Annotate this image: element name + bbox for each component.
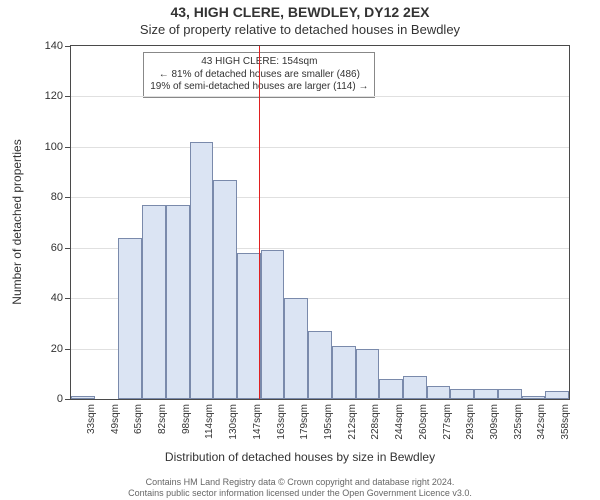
histogram-bar	[356, 349, 380, 399]
y-tick-label: 80	[51, 191, 63, 203]
x-tick-label: 260sqm	[418, 404, 429, 454]
gridline	[71, 96, 569, 97]
x-tick-label: 277sqm	[442, 404, 453, 454]
plot-area: 43 HIGH CLERE: 154sqm ← 81% of detached …	[70, 45, 570, 400]
x-tick-label: 358sqm	[560, 404, 571, 454]
x-tick-label: 228sqm	[370, 404, 381, 454]
subtitle: Size of property relative to detached ho…	[0, 22, 600, 37]
y-tick-label: 60	[51, 242, 63, 254]
footer-line1: Contains HM Land Registry data © Crown c…	[0, 477, 600, 487]
histogram-bar	[237, 253, 261, 399]
x-tick-label: 163sqm	[276, 404, 287, 454]
histogram-bar	[545, 391, 569, 399]
x-tick-label: 147sqm	[252, 404, 263, 454]
y-tick	[65, 298, 71, 299]
y-tick	[65, 197, 71, 198]
address-title: 43, HIGH CLERE, BEWDLEY, DY12 2EX	[0, 4, 600, 20]
histogram-bar	[118, 238, 142, 399]
y-tick	[65, 349, 71, 350]
y-tick	[65, 46, 71, 47]
y-tick	[65, 147, 71, 148]
x-tick-label: 309sqm	[489, 404, 500, 454]
histogram-bar	[450, 389, 474, 399]
footer-line2: Contains public sector information licen…	[0, 488, 600, 498]
x-axis-title: Distribution of detached houses by size …	[0, 450, 600, 464]
histogram-bar	[474, 389, 498, 399]
y-tick-label: 40	[51, 292, 63, 304]
histogram-bar	[71, 396, 95, 399]
y-tick-label: 120	[45, 90, 63, 102]
histogram-bar	[498, 389, 522, 399]
x-tick-label: 33sqm	[86, 404, 97, 454]
x-tick-label: 49sqm	[110, 404, 121, 454]
y-tick	[65, 96, 71, 97]
histogram-bar	[190, 142, 214, 399]
histogram-bar	[166, 205, 190, 399]
histogram-bar	[308, 331, 332, 399]
histogram-bar	[379, 379, 403, 399]
histogram-bar	[522, 396, 546, 399]
y-axis-title: Number of detached properties	[10, 139, 24, 304]
y-tick-label: 20	[51, 343, 63, 355]
histogram-bar	[142, 205, 166, 399]
x-tick-label: 65sqm	[133, 404, 144, 454]
histogram-bar	[332, 346, 356, 399]
x-tick-label: 130sqm	[228, 404, 239, 454]
y-tick	[65, 399, 71, 400]
footer-attribution: Contains HM Land Registry data © Crown c…	[0, 477, 600, 498]
x-tick-label: 179sqm	[299, 404, 310, 454]
reference-line	[259, 46, 260, 399]
x-tick-label: 114sqm	[204, 404, 215, 454]
histogram-bar	[403, 376, 427, 399]
x-tick-label: 244sqm	[394, 404, 405, 454]
y-tick	[65, 248, 71, 249]
y-tick-label: 0	[57, 393, 63, 405]
x-tick-label: 195sqm	[323, 404, 334, 454]
y-tick-label: 100	[45, 141, 63, 153]
x-tick-label: 293sqm	[465, 404, 476, 454]
y-tick-label: 140	[45, 40, 63, 52]
histogram-bar	[261, 250, 285, 399]
histogram-bar	[284, 298, 308, 399]
chart-container: 43, HIGH CLERE, BEWDLEY, DY12 2EX Size o…	[0, 0, 600, 500]
gridline	[71, 147, 569, 148]
x-tick-label: 325sqm	[513, 404, 524, 454]
histogram-bar	[213, 180, 237, 399]
x-tick-label: 212sqm	[347, 404, 358, 454]
x-tick-label: 98sqm	[181, 404, 192, 454]
x-tick-label: 342sqm	[536, 404, 547, 454]
gridline	[71, 197, 569, 198]
histogram-bar	[427, 386, 451, 399]
x-tick-label: 82sqm	[157, 404, 168, 454]
